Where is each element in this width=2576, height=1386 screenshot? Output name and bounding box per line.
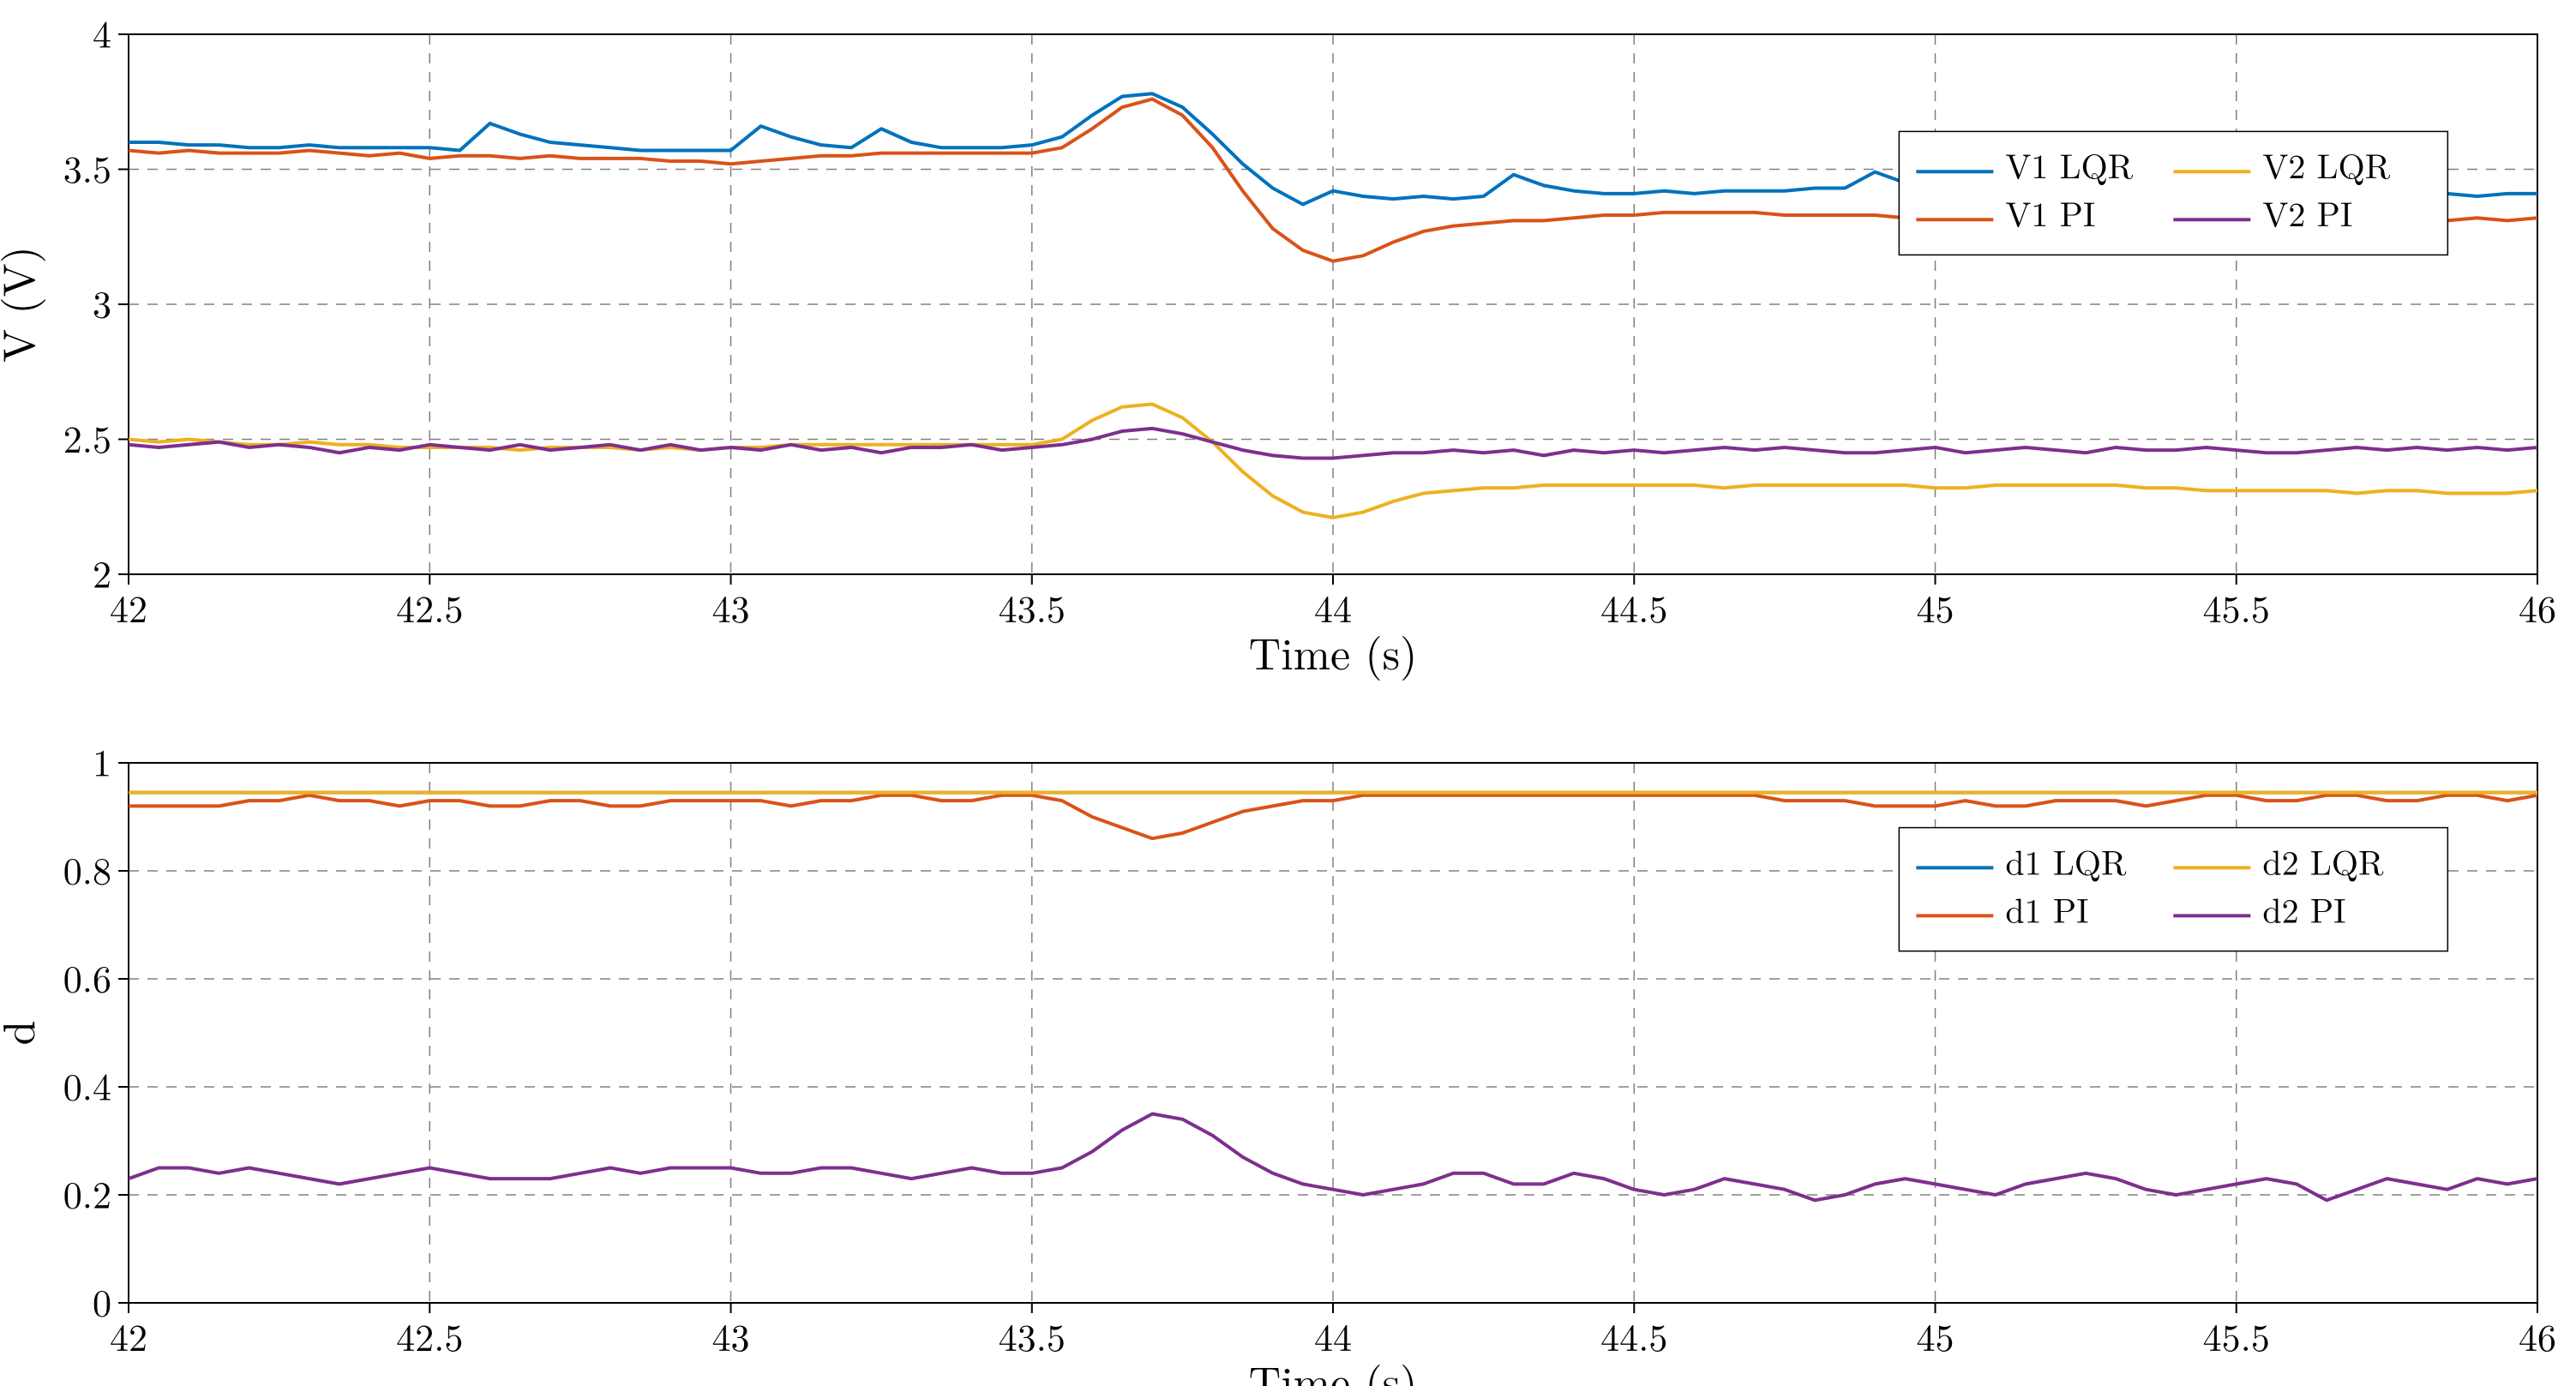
x-tick-label: 42.5 — [396, 579, 463, 633]
y-tick-label: 0 — [93, 1273, 111, 1327]
y-tick-label: 2 — [93, 544, 111, 598]
y-tick-label: 2.5 — [63, 410, 111, 464]
x-tick-label: 42.5 — [396, 1308, 463, 1362]
x-tick-label: 43 — [712, 1308, 750, 1362]
x-tick-label: 42 — [110, 579, 147, 633]
y-tick-label: 0.8 — [63, 841, 111, 895]
x-tick-label: 43 — [712, 579, 750, 633]
legend-label: V1 PI — [2005, 188, 2095, 237]
x-tick-label: 45.5 — [2203, 579, 2270, 633]
x-tick-label: 43.5 — [999, 1308, 1066, 1362]
legend-label: V2 PI — [2262, 188, 2352, 237]
top-panel: 4242.54343.54444.54545.54622.533.54Time … — [0, 4, 2556, 683]
x-axis-label: Time (s) — [1249, 1348, 1418, 1386]
x-tick-label: 45 — [1917, 1308, 1955, 1362]
y-tick-label: 1 — [93, 733, 111, 787]
y-tick-label: 4 — [93, 4, 111, 58]
y-tick-label: 0.6 — [63, 949, 111, 1003]
bottom-panel: 4242.54343.54444.54545.54600.20.40.60.81… — [0, 733, 2556, 1386]
figure: 4242.54343.54444.54545.54622.533.54Time … — [0, 0, 2576, 1386]
x-tick-label: 46 — [2519, 1308, 2556, 1362]
legend: V1 LQRV1 PI V2 LQRV2 PI — [1899, 131, 2447, 255]
legend-label: V1 LQR — [2005, 140, 2133, 189]
x-tick-label: 43.5 — [999, 579, 1066, 633]
y-tick-label: 0.4 — [63, 1057, 111, 1111]
x-axis-label: Time (s) — [1249, 620, 1418, 683]
x-tick-label: 45 — [1917, 579, 1955, 633]
x-tick-label: 44.5 — [1600, 579, 1667, 633]
y-axis-label: d — [0, 1021, 48, 1046]
legend-label: d2 LQR — [2262, 836, 2384, 885]
y-tick-label: 3 — [93, 274, 111, 328]
x-tick-label: 44.5 — [1600, 1308, 1667, 1362]
x-tick-label: 45.5 — [2203, 1308, 2270, 1362]
x-tick-label: 42 — [110, 1308, 147, 1362]
y-tick-label: 3.5 — [63, 140, 111, 194]
y-tick-label: 0.2 — [63, 1165, 111, 1219]
figure-svg: 4242.54343.54444.54545.54622.533.54Time … — [0, 0, 2576, 1386]
legend-label: d1 PI — [2005, 884, 2088, 933]
legend-label: d2 PI — [2262, 884, 2345, 933]
legend-label: d1 LQR — [2005, 836, 2127, 885]
legend: d1 LQRd1 PI d2 LQRd2 PI — [1899, 828, 2447, 951]
y-axis-label: V (V) — [0, 246, 48, 363]
legend-label: V2 LQR — [2262, 140, 2390, 189]
x-tick-label: 46 — [2519, 579, 2556, 633]
